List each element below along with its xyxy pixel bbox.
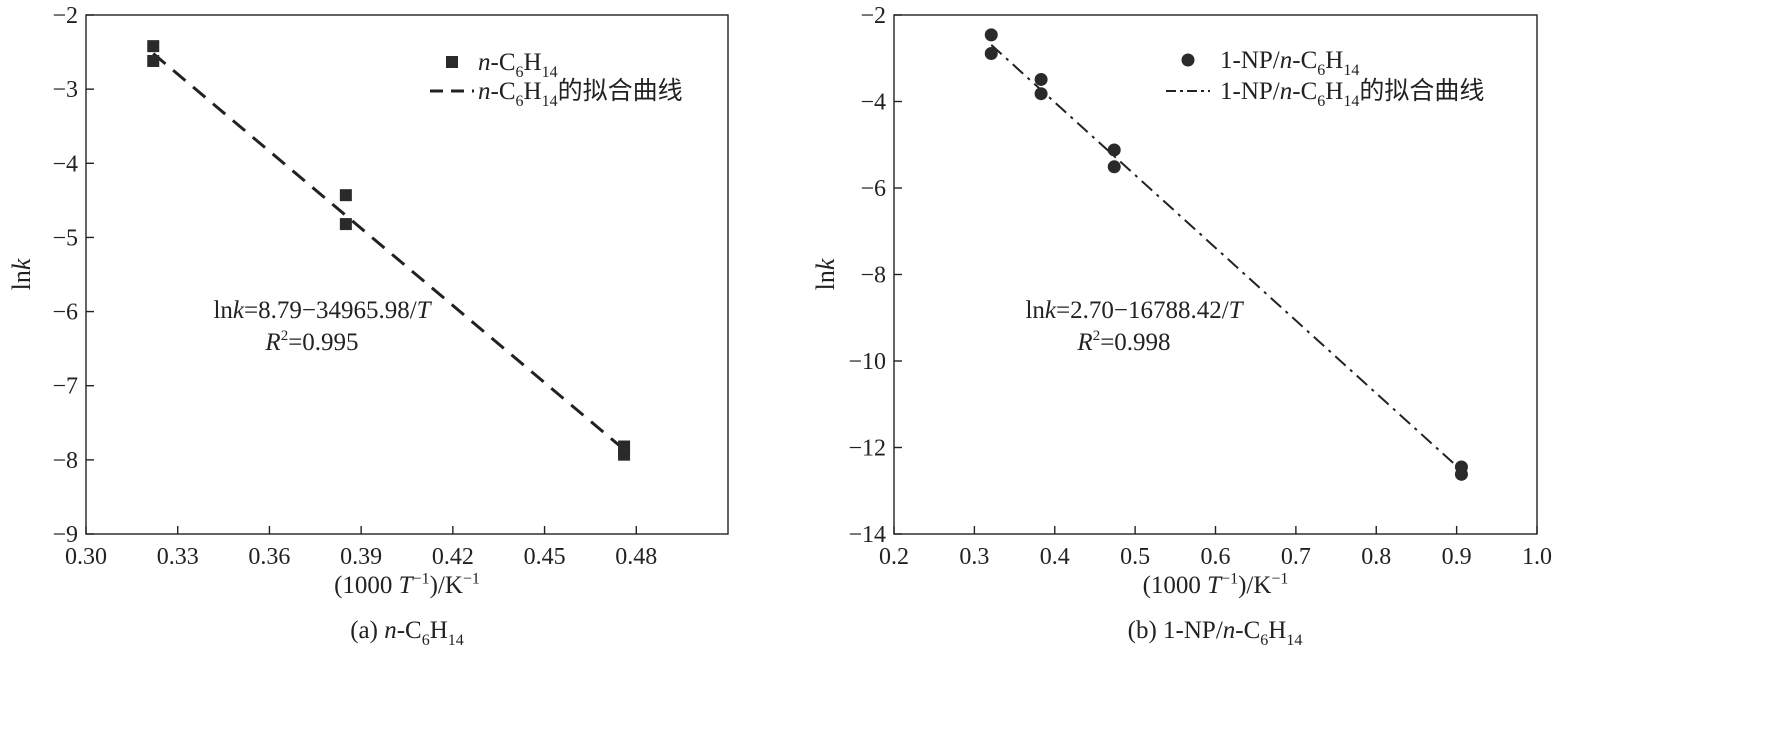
x-axis-label: (1000 T−1)/K−1 [1143,571,1289,600]
x-tick-label: 0.6 [1201,544,1231,570]
x-tick-label: 0.36 [248,544,290,570]
y-tick-label: −8 [52,448,78,474]
fit-line [990,44,1463,472]
y-tick-label: −4 [52,151,78,177]
y-tick-label: −2 [860,3,886,29]
x-tick-label: 0.2 [879,544,909,570]
data-point [147,40,160,53]
panel-caption: (a) n-C6H14 [350,617,464,649]
y-axis-label: lnk [7,258,36,290]
x-tick-label: 0.8 [1361,544,1391,570]
y-tick-label: −5 [52,225,78,251]
legend-marker [1181,53,1195,67]
x-tick-label: 0.7 [1281,544,1311,570]
data-point [1107,143,1121,157]
y-tick-label: −6 [52,300,78,326]
data-point [1034,87,1048,101]
panel-caption: (b) 1-NP/n-C6H14 [1128,617,1303,649]
y-tick-label: −3 [52,77,78,103]
fit-equation: lnk=2.70−16788.42/T [1025,297,1244,324]
y-tick-label: −2 [52,3,78,29]
legend-label: n-C6H14 [478,49,558,81]
y-tick-label: −6 [860,176,886,202]
x-tick-label: 0.39 [340,544,382,570]
x-tick-label: 0.30 [65,544,107,570]
x-tick-label: 0.3 [959,544,989,570]
y-tick-label: −8 [860,263,886,289]
x-tick-label: 0.45 [524,544,566,570]
y-tick-label: −7 [52,374,78,400]
y-tick-label: −9 [52,522,78,548]
x-tick-label: 0.4 [1040,544,1070,570]
panel-b: 0.2 0.3 0.4 0.5 0.6 0.7 0.8 0.9 1.0 −2 −4 −6 −8 −10 −1… [811,3,1552,649]
legend-marker [446,56,458,68]
y-tick-label: −12 [848,436,886,462]
y-axis-label: lnk [811,258,840,290]
data-point [618,448,631,461]
x-axis-label: (1000 T−1)/K−1 [334,571,480,600]
data-point [1454,467,1468,481]
data-point [339,218,352,231]
legend-label: 1-NP/n-C6H14 [1220,47,1359,79]
x-tick-label: 0.42 [432,544,474,570]
data-point [1107,160,1121,174]
legend-label: n-C6H14的拟合曲线 [478,77,683,110]
x-tick-label: 0.9 [1442,544,1472,570]
fit-equation: lnk=8.79−34965.98/T [213,297,432,324]
y-tick-label: −14 [848,522,886,548]
fit-line [152,52,626,451]
y-tick-label: −10 [848,349,886,375]
data-point [1034,72,1048,86]
data-point [147,54,160,67]
data-point [984,46,998,60]
legend-label: 1-NP/n-C6H14的拟合曲线 [1220,77,1484,110]
plot-frame [85,14,729,535]
fit-r-squared: R2=0.998 [1076,328,1170,356]
y-tick-label: −4 [860,90,886,116]
x-tick-label: 0.5 [1120,544,1150,570]
data-point [339,189,352,202]
x-tick-label: 1.0 [1522,544,1552,570]
fit-r-squared: R2=0.995 [264,328,358,356]
x-tick-label: 0.48 [615,544,657,570]
panel-a: 0.30 0.33 0.36 0.39 0.42 0.45 0.48 −2 −3 −4 −5 −6 −7… [7,3,729,649]
data-point [984,28,998,42]
x-tick-label: 0.33 [157,544,199,570]
